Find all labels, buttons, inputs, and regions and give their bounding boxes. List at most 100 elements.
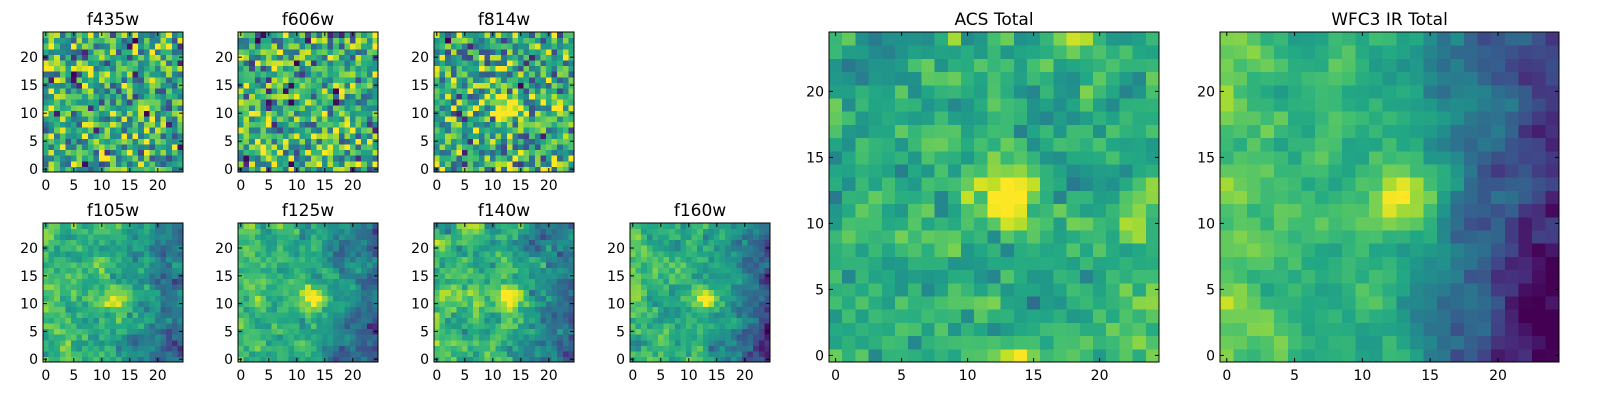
- heatmap-cell: [249, 300, 256, 307]
- heatmap-cell: [76, 32, 83, 39]
- heatmap-cell: [355, 223, 362, 230]
- heatmap-cell: [54, 99, 61, 106]
- heatmap-cell: [266, 110, 273, 117]
- heatmap-cell: [450, 93, 457, 100]
- heatmap-cell: [708, 273, 715, 280]
- heatmap-cell: [551, 356, 558, 363]
- y-tick-label: 15: [607, 269, 625, 285]
- heatmap-cell: [71, 149, 78, 156]
- heatmap-cell: [82, 116, 89, 123]
- heatmap-cell: [490, 284, 497, 291]
- heatmap-cell: [149, 323, 156, 330]
- heatmap-cell: [934, 243, 949, 257]
- heatmap-cell: [260, 250, 267, 257]
- heatmap-cell: [529, 228, 536, 235]
- heatmap-cell: [104, 82, 111, 89]
- heatmap-cell: [115, 132, 122, 139]
- heatmap-cell: [65, 289, 72, 296]
- heatmap-cell: [529, 116, 536, 123]
- heatmap-cell: [149, 71, 156, 78]
- heatmap-cell: [691, 250, 698, 257]
- heatmap-cell: [1106, 335, 1120, 350]
- heatmap-cell: [501, 289, 508, 296]
- heatmap-cell: [266, 317, 273, 324]
- heatmap-cell: [372, 76, 379, 83]
- heatmap-cell: [518, 43, 525, 50]
- heatmap-cell: [758, 328, 765, 335]
- heatmap-cell: [82, 223, 89, 230]
- heatmap-cell: [753, 228, 760, 235]
- heatmap-cell: [155, 104, 162, 111]
- heatmap-cell: [171, 267, 178, 274]
- heatmap-cell: [138, 104, 145, 111]
- heatmap-cell: [1040, 190, 1054, 205]
- heatmap-cell: [730, 295, 737, 302]
- heatmap-cell: [76, 228, 83, 235]
- heatmap-cell: [333, 295, 340, 302]
- heatmap-cell: [512, 323, 519, 330]
- heatmap-cell: [562, 317, 569, 324]
- heatmap-cell: [529, 250, 536, 257]
- heatmap-cell: [450, 82, 457, 89]
- heatmap-cell: [501, 273, 508, 280]
- heatmap-cell: [921, 335, 936, 350]
- heatmap-cell: [478, 32, 485, 39]
- heatmap-cell: [54, 273, 61, 280]
- heatmap-cell: [322, 43, 329, 50]
- heatmap-cell: [271, 60, 278, 67]
- heatmap-cell: [568, 228, 575, 235]
- heatmap-cell: [736, 234, 743, 241]
- heatmap-cell: [333, 76, 340, 83]
- heatmap-cell: [490, 306, 497, 313]
- heatmap-cell: [71, 76, 78, 83]
- heatmap-cell: [344, 37, 351, 44]
- panel-title: f606w: [282, 10, 334, 30]
- heatmap-cell: [467, 295, 474, 302]
- heatmap-cell: [327, 306, 334, 313]
- heatmap-cell: [350, 144, 357, 151]
- heatmap-cell: [842, 348, 856, 363]
- heatmap-cell: [87, 250, 94, 257]
- heatmap-cell: [961, 256, 975, 271]
- heatmap-cell: [361, 48, 368, 55]
- heatmap-cell: [104, 37, 111, 44]
- heatmap-cell: [478, 267, 485, 274]
- heatmap-cell: [506, 93, 513, 100]
- heatmap-cell: [277, 37, 284, 44]
- heatmap-cell: [562, 138, 569, 145]
- axes-frame: [433, 222, 575, 363]
- heatmap-cell: [445, 311, 452, 319]
- heatmap-cell: [506, 323, 513, 330]
- heatmap-cell: [355, 239, 362, 246]
- heatmap-cell: [254, 334, 261, 341]
- heatmap-cell: [48, 328, 55, 335]
- heatmap-cell: [534, 261, 541, 268]
- heatmap-cell: [725, 278, 732, 285]
- heatmap-cell: [987, 256, 1002, 271]
- heatmap-cell: [127, 99, 134, 106]
- heatmap-cell: [467, 37, 474, 44]
- heatmap-cell: [48, 289, 55, 296]
- heatmap-cell: [663, 256, 670, 263]
- heatmap-cell: [512, 334, 519, 341]
- heatmap-cell: [160, 339, 167, 346]
- heatmap-cell: [512, 250, 519, 257]
- heatmap-cell: [87, 138, 94, 145]
- heatmap-cell: [473, 356, 480, 363]
- heatmap-cell: [529, 121, 536, 128]
- heatmap-cell: [921, 282, 936, 297]
- heatmap-cell: [829, 296, 843, 310]
- heatmap-cell: [1079, 256, 1094, 271]
- heatmap-cell: [243, 132, 250, 139]
- heatmap-cell: [338, 228, 345, 235]
- heatmap-cell: [115, 37, 122, 44]
- heatmap-cells-3: [43, 223, 184, 363]
- heatmap-cell: [249, 110, 256, 117]
- heatmap-cell: [652, 323, 659, 330]
- heatmap-cell: [344, 273, 351, 280]
- heatmap-cell: [361, 273, 368, 280]
- heatmap-cell: [327, 37, 334, 44]
- heatmap-cell: [568, 32, 575, 39]
- heatmap-cell: [166, 65, 173, 72]
- heatmap-cell: [366, 289, 373, 296]
